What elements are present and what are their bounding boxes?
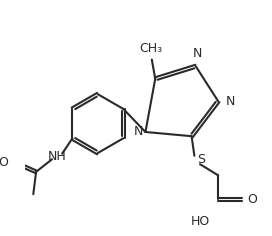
Text: O: O — [0, 156, 8, 169]
Text: NH: NH — [48, 150, 66, 163]
Text: HO: HO — [190, 215, 210, 228]
Text: N: N — [134, 126, 143, 139]
Text: O: O — [248, 193, 257, 206]
Text: CH₃: CH₃ — [139, 42, 162, 55]
Text: S: S — [197, 153, 205, 166]
Text: N: N — [226, 95, 235, 108]
Text: N: N — [193, 47, 202, 60]
